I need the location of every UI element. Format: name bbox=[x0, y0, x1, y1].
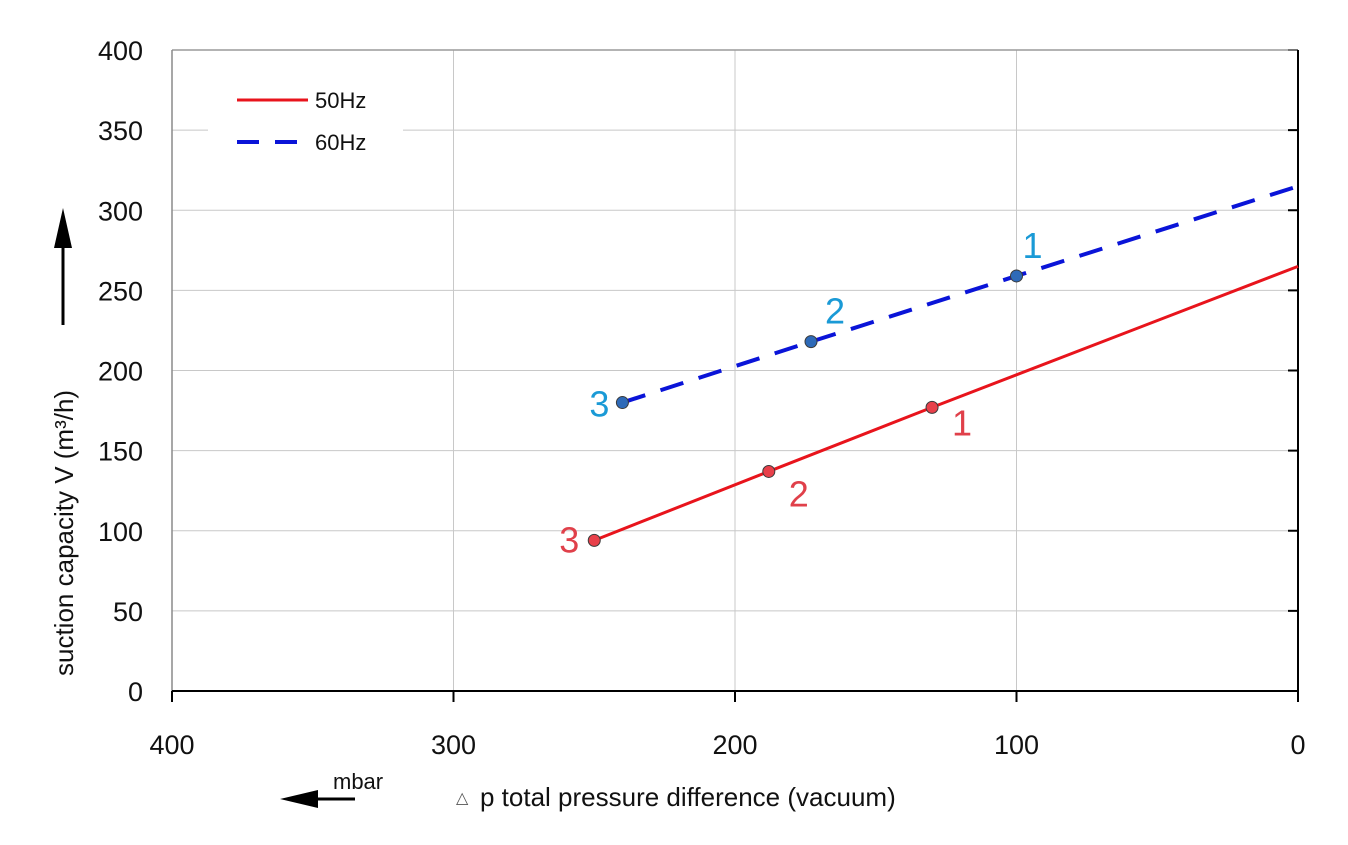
data-point-label: 1 bbox=[1022, 225, 1042, 266]
x-tick-label: 200 bbox=[712, 730, 757, 760]
x-tick-label: 400 bbox=[149, 730, 194, 760]
data-point-marker bbox=[615, 396, 629, 410]
y-tick-label: 400 bbox=[98, 36, 143, 66]
y-tick-label: 150 bbox=[98, 437, 143, 467]
legend-background bbox=[208, 82, 403, 162]
axes bbox=[171, 49, 1299, 702]
y-tick-label: 350 bbox=[98, 116, 143, 146]
x-axis-ticks: 400 300 200 100 0 bbox=[149, 730, 1305, 760]
data-point-marker bbox=[804, 335, 818, 349]
legend-label-60hz: 60Hz bbox=[315, 130, 366, 155]
data-point-label: 3 bbox=[589, 384, 609, 425]
y-tick-label: 100 bbox=[98, 517, 143, 547]
y-tick-label: 0 bbox=[128, 677, 143, 707]
y-axis-title: suction capacity V (m³/h) bbox=[49, 390, 79, 676]
x-axis-arrow-head-icon bbox=[280, 790, 318, 808]
data-point-label: 2 bbox=[825, 291, 845, 332]
x-tick-label: 100 bbox=[994, 730, 1039, 760]
y-axis-arrow-head-icon bbox=[54, 208, 72, 248]
data-point-marker bbox=[587, 533, 601, 547]
data-point-marker bbox=[762, 464, 776, 478]
data-point-marker bbox=[1010, 269, 1023, 283]
x-axis-unit: mbar bbox=[333, 769, 383, 794]
y-axis-ticks: 0 50 100 150 200 250 300 350 400 bbox=[98, 36, 143, 707]
data-point-label: 3 bbox=[559, 519, 579, 560]
data-point-label: 1 bbox=[952, 402, 972, 443]
delta-symbol: △ bbox=[456, 788, 469, 807]
legend: 50Hz 60Hz bbox=[208, 82, 403, 162]
x-tick-label: 0 bbox=[1290, 730, 1305, 760]
y-axis-title-group: suction capacity V (m³/h) bbox=[49, 208, 79, 676]
x-axis-title-group: mbar △ p total pressure difference (vacu… bbox=[280, 769, 896, 812]
series-group: 1 2 3 1 2 3 bbox=[559, 184, 1299, 560]
y-tick-label: 250 bbox=[98, 276, 143, 306]
series-line-50hz bbox=[593, 264, 1299, 542]
data-point-marker bbox=[925, 400, 939, 414]
series-line-60hz bbox=[621, 184, 1299, 405]
y-tick-label: 300 bbox=[98, 196, 143, 226]
x-axis-title: p total pressure difference (vacuum) bbox=[480, 782, 896, 812]
legend-label-50hz: 50Hz bbox=[315, 88, 366, 113]
data-point-label: 2 bbox=[789, 473, 809, 514]
y-tick-label: 200 bbox=[98, 357, 143, 387]
y-tick-label: 50 bbox=[113, 597, 143, 627]
x-tick-label: 300 bbox=[431, 730, 476, 760]
